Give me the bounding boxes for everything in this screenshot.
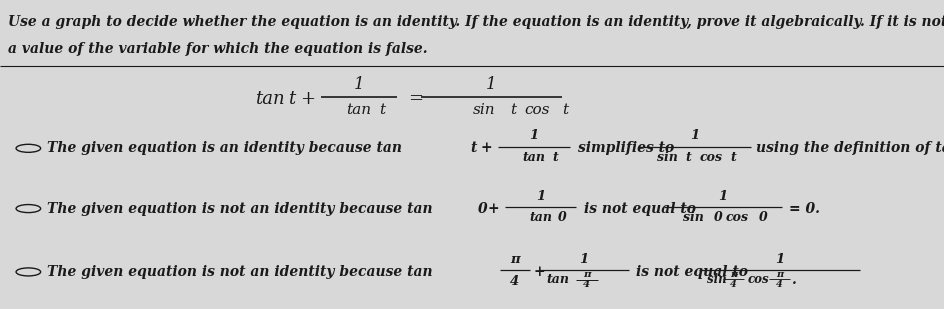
- Text: 1: 1: [717, 190, 727, 203]
- Text: 0: 0: [557, 211, 566, 224]
- Text: sin: sin: [706, 273, 726, 286]
- Text: simplifies to: simplifies to: [578, 141, 674, 155]
- Text: tan: tan: [522, 151, 545, 164]
- Text: +: +: [487, 201, 498, 216]
- Text: +: +: [300, 90, 315, 108]
- Text: t: t: [470, 141, 477, 155]
- Text: 1: 1: [774, 253, 784, 266]
- Text: 1: 1: [485, 76, 497, 94]
- Text: π: π: [729, 270, 736, 279]
- Text: 0: 0: [758, 211, 767, 224]
- Text: t: t: [379, 103, 385, 117]
- Text: = 0.: = 0.: [788, 201, 819, 216]
- Text: cos: cos: [524, 103, 549, 117]
- Text: tan: tan: [346, 103, 371, 117]
- Text: 1: 1: [579, 253, 588, 266]
- Text: +: +: [480, 141, 491, 155]
- Text: tan: tan: [255, 90, 284, 108]
- Text: 4: 4: [775, 280, 783, 289]
- Text: cos: cos: [699, 151, 721, 164]
- Text: The given equation is not an identity because tan: The given equation is not an identity be…: [47, 201, 432, 216]
- Text: π: π: [775, 270, 783, 279]
- Text: 0: 0: [478, 201, 487, 216]
- Text: cos: cos: [747, 273, 768, 286]
- Text: t: t: [552, 151, 558, 164]
- Text: a value of the variable for which the equation is false.: a value of the variable for which the eq…: [8, 42, 427, 57]
- Text: 1: 1: [535, 190, 545, 203]
- Text: t: t: [684, 151, 690, 164]
- Text: tan: tan: [546, 273, 568, 286]
- Text: sin: sin: [472, 103, 495, 117]
- Text: 1: 1: [529, 129, 538, 142]
- Text: The given equation is not an identity because tan: The given equation is not an identity be…: [47, 265, 432, 279]
- Text: 1: 1: [353, 76, 364, 94]
- Text: 0: 0: [713, 211, 721, 224]
- Text: π: π: [582, 270, 590, 279]
- Text: Use a graph to decide whether the equation is an identity. If the equation is an: Use a graph to decide whether the equati…: [8, 15, 944, 29]
- Text: +: +: [533, 265, 545, 279]
- Text: t: t: [288, 90, 295, 108]
- Text: 1: 1: [689, 129, 699, 142]
- Text: 4: 4: [510, 275, 519, 288]
- Text: 4: 4: [582, 280, 590, 289]
- Text: is not equal to: is not equal to: [635, 265, 748, 279]
- Text: sin: sin: [656, 151, 677, 164]
- Text: =: =: [408, 90, 423, 108]
- Text: t: t: [730, 151, 735, 164]
- Text: t: t: [562, 103, 567, 117]
- Text: The given equation is an identity because tan: The given equation is an identity becaus…: [47, 141, 402, 155]
- Text: sin: sin: [683, 211, 703, 224]
- Text: tan: tan: [529, 211, 551, 224]
- Text: π: π: [510, 253, 519, 266]
- Text: cos: cos: [725, 211, 748, 224]
- Text: using the definition of tangent.: using the definition of tangent.: [755, 141, 944, 155]
- Text: .: .: [791, 273, 796, 287]
- Text: 4: 4: [729, 280, 736, 289]
- Text: is not equal to: is not equal to: [583, 201, 696, 216]
- Text: t: t: [510, 103, 515, 117]
